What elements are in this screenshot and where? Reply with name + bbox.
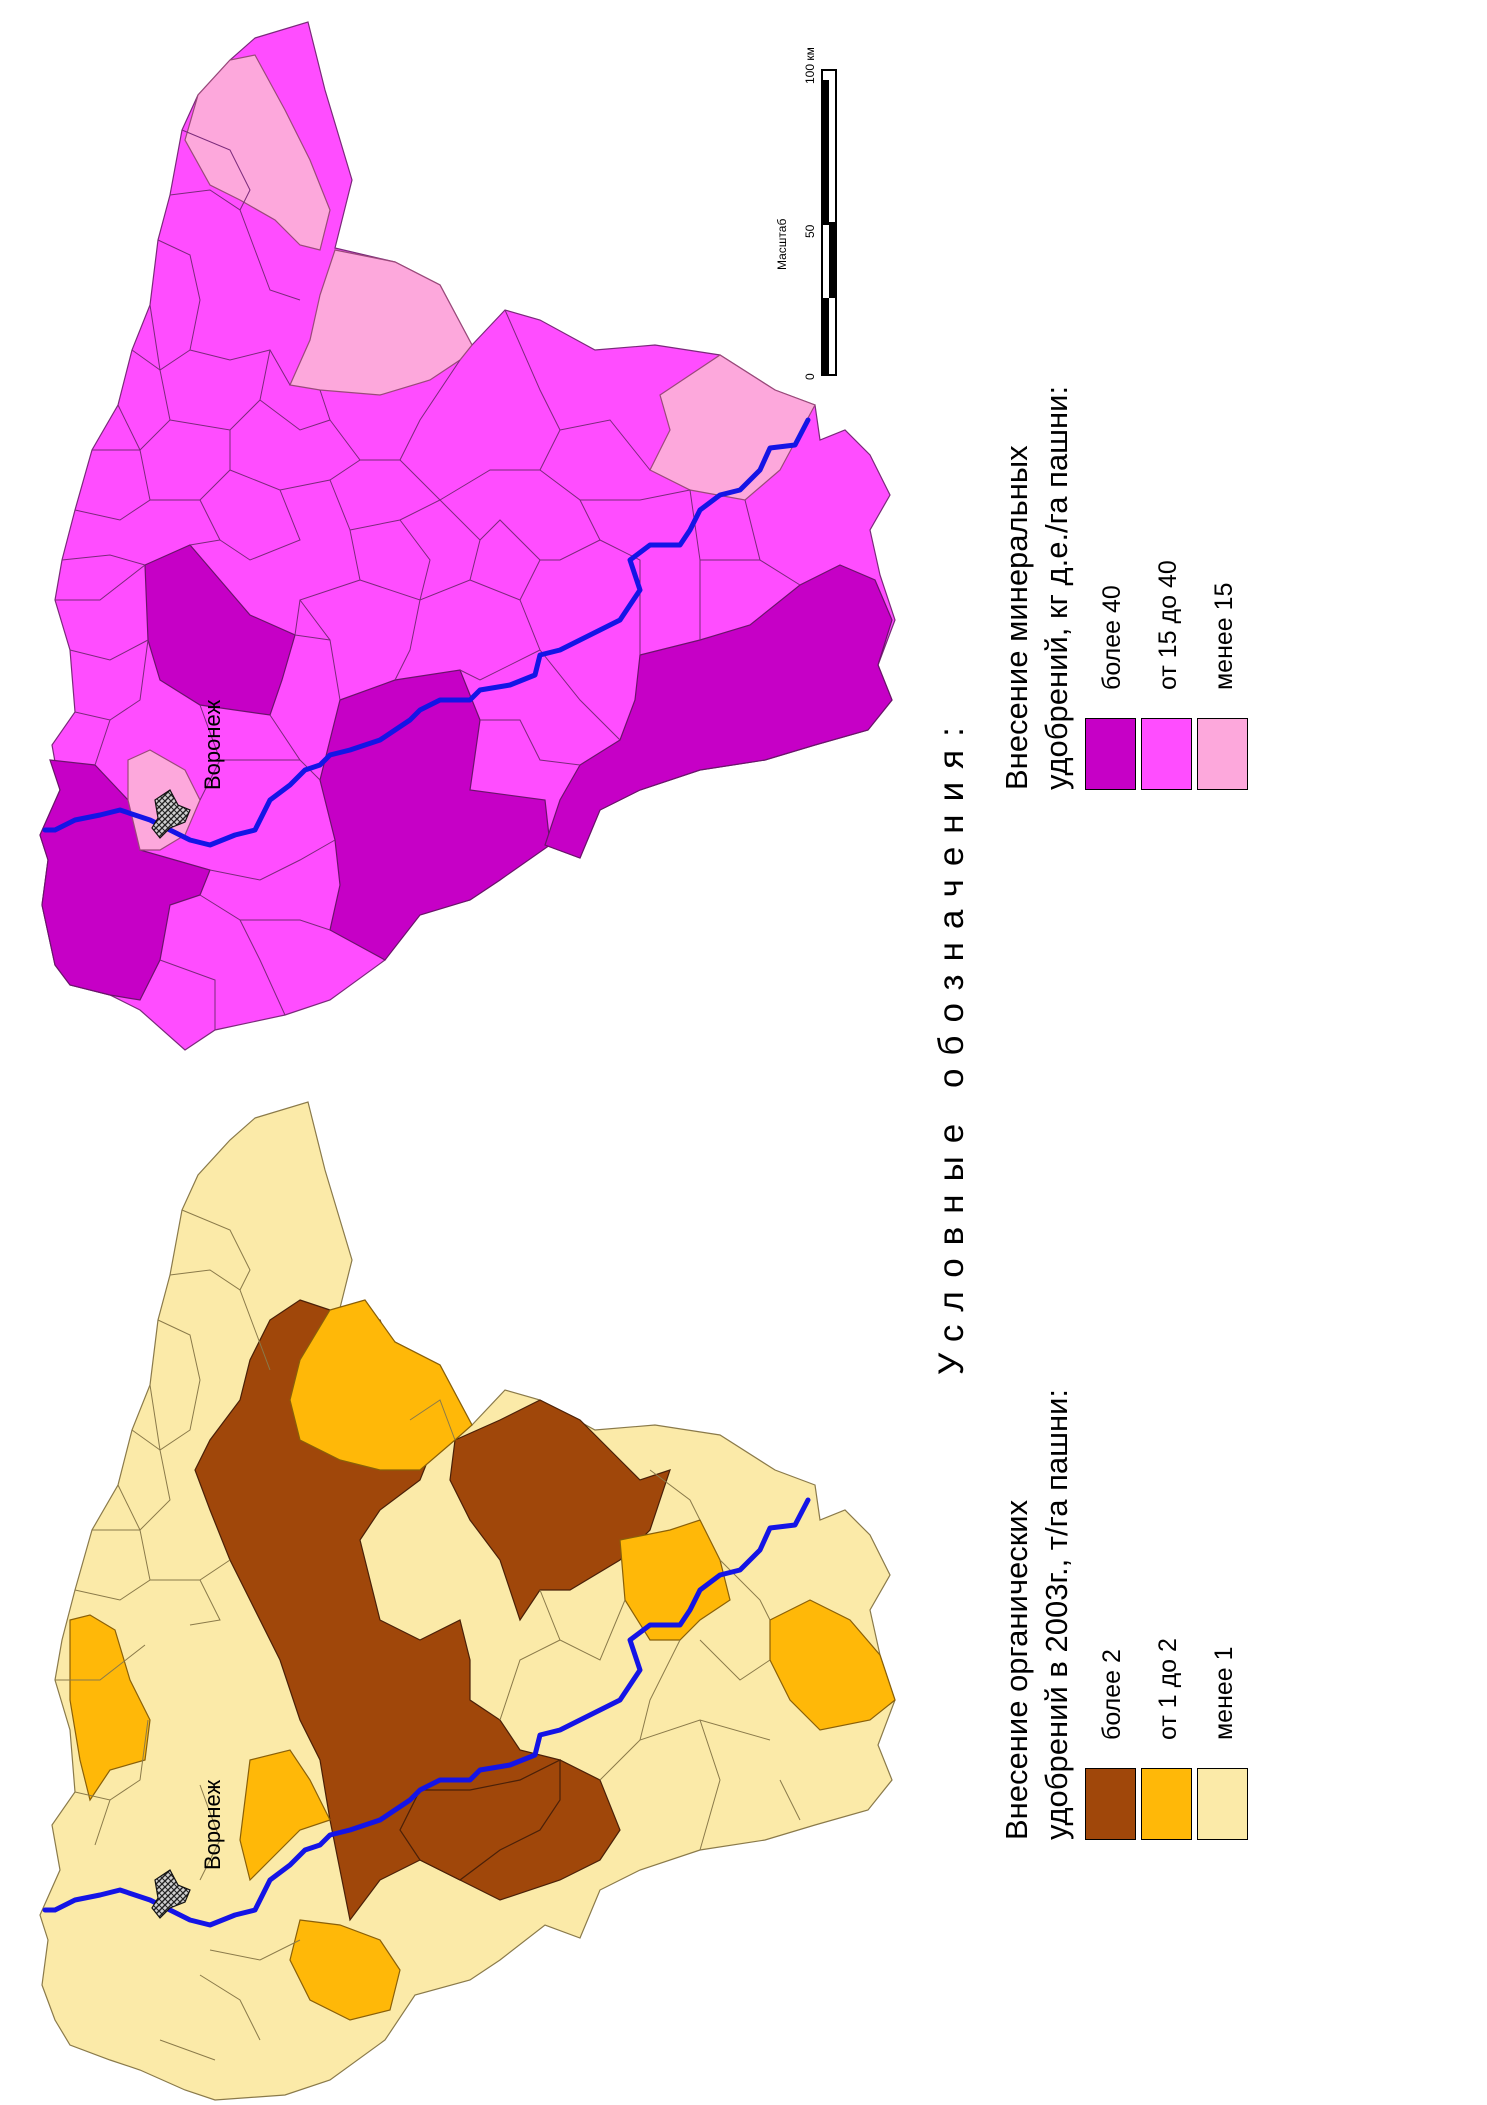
scale-tick-0: 0 [803,373,817,380]
mineral-swatch-high [1085,718,1136,790]
organic-region-mid-south [769,1599,896,1731]
mineral-region-low-middle [289,249,473,396]
city-label-organic: Воронеж [200,1779,225,1870]
river-mineral-map [42,417,811,848]
organic-legend-title-1: Внесение органических [999,1499,1034,1840]
mineral-legend-label-low: менее 15 [1210,582,1238,690]
mineral-region-high-north [144,544,296,716]
mineral-legend-label-mid: от 15 до 40 [1154,560,1182,690]
city-label-mineral: Воронеж [200,699,225,790]
organic-map [39,1101,896,2101]
mineral-legend-title-2: удобрений, кг д.е./га пашни: [1039,385,1074,790]
organic-swatch-high [1085,1768,1136,1840]
mineral-legend-label-high: более 40 [1098,585,1126,690]
city-voronezh-organic [151,1869,191,1919]
mineral-region-high-east [544,564,893,859]
river-organic-map [42,1497,811,1928]
scale-tick-50: 50 [803,224,817,238]
organic-swatch-mid [1141,1768,1192,1840]
organic-region-high-southeast [399,1759,561,1881]
organic-legend-label-high: более 2 [1098,1649,1126,1740]
scale-tick-100: 100 км [803,47,817,84]
organic-region-mid-north [289,1299,473,1471]
city-voronezh-mineral [151,789,191,839]
organic-region-mid-east [619,1519,731,1641]
mineral-region-low-north [184,54,331,251]
mineral-swatch-low [1197,718,1248,790]
organic-legend-label-low: менее 1 [1210,1646,1238,1740]
organic-district-borders [55,1209,801,2061]
mineral-swatch-mid [1141,718,1192,790]
legend-main-title: Условные обозначения: [932,714,971,1375]
mineral-legend-title-1: Внесение минеральных [999,445,1034,790]
scale-bar [821,69,837,376]
mineral-map [39,21,896,1051]
organic-legend-title-2: удобрений в 2003г., т/га пашни: [1039,1388,1074,1840]
organic-region-mid-southwest [289,1919,401,2021]
mineral-district-borders [55,129,801,1030]
organic-legend-label-mid: от 1 до 2 [1154,1638,1182,1740]
organic-swatch-low [1197,1768,1248,1840]
organic-region-mid-center [239,1749,331,1882]
organic-region-mid-west [69,1614,151,1802]
scale-title: Масштаб [775,218,789,270]
organic-region-base [39,1101,896,2101]
